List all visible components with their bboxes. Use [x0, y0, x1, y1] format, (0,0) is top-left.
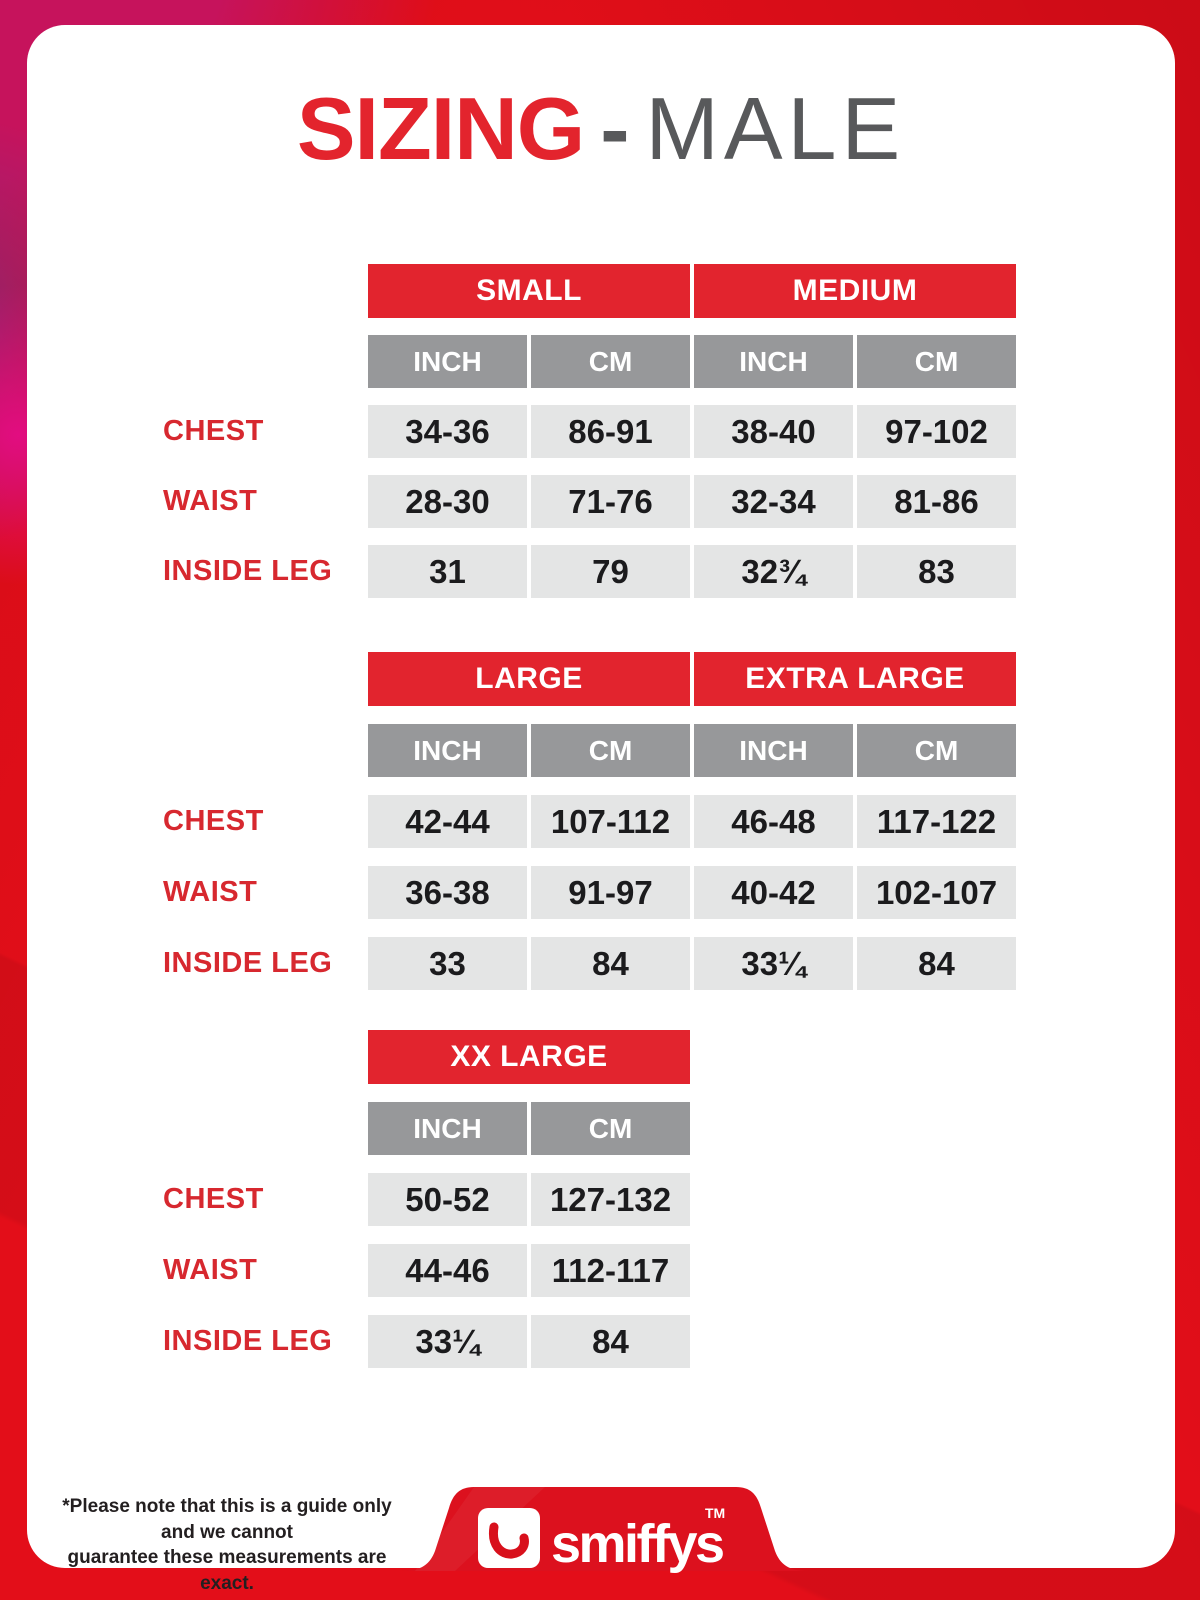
size-table-small-medium: SMALL MEDIUM INCH CM INCH CM CHEST 34-36… — [133, 264, 1016, 598]
cell-value: 84 — [531, 1315, 690, 1368]
row-label-inside-leg: INSIDE LEG — [163, 947, 333, 979]
row-label-chest: CHEST — [163, 805, 264, 837]
row-label-waist: WAIST — [163, 485, 258, 517]
unit-header-inch: INCH — [694, 724, 853, 777]
cell-value: 84 — [857, 937, 1016, 990]
cell-value: 28-30 — [368, 475, 527, 528]
cell-value: 112-117 — [531, 1244, 690, 1297]
row-label-waist: WAIST — [163, 876, 258, 908]
unit-header-inch: INCH — [368, 724, 527, 777]
unit-header-inch: INCH — [368, 335, 527, 388]
unit-header-cm: CM — [857, 335, 1016, 388]
cell-value: 33¼ — [694, 937, 853, 990]
cell-value: 44-46 — [368, 1244, 527, 1297]
cell-value: 117-122 — [857, 795, 1016, 848]
trademark-symbol: TM — [705, 1505, 726, 1521]
cell-value: 36-38 — [368, 866, 527, 919]
cell-value: 33¼ — [368, 1315, 527, 1368]
cell-value: 81-86 — [857, 475, 1016, 528]
cell-value: 46-48 — [694, 795, 853, 848]
row-label-waist: WAIST — [163, 1254, 258, 1286]
cell-value: 107-112 — [531, 795, 690, 848]
footnote-line-1: *Please note that this is a guide only a… — [62, 1496, 392, 1543]
smiffys-wordmark: smiffys — [551, 1514, 725, 1574]
size-table-large-xlarge: LARGE EXTRA LARGE INCH CM INCH CM CHEST … — [133, 652, 1016, 990]
unit-header-cm: CM — [531, 335, 690, 388]
cell-value: 50-52 — [368, 1173, 527, 1226]
cell-value: 32¾ — [694, 545, 853, 598]
size-header-large: LARGE — [368, 652, 690, 706]
cell-value: 31 — [368, 545, 527, 598]
page-title: SIZING - MALE — [27, 78, 1175, 180]
title-secondary: MALE — [645, 79, 906, 178]
cell-value: 34-36 — [368, 405, 527, 458]
unit-header-inch: INCH — [368, 1102, 527, 1155]
cell-value: 32-34 — [694, 475, 853, 528]
cell-value: 33 — [368, 937, 527, 990]
cell-value: 84 — [531, 937, 690, 990]
cell-value: 102-107 — [857, 866, 1016, 919]
row-label-chest: CHEST — [163, 415, 264, 447]
cell-value: 97-102 — [857, 405, 1016, 458]
footnote-line-2: guarantee these measurements are exact. — [67, 1547, 387, 1594]
row-label-inside-leg: INSIDE LEG — [163, 1325, 333, 1357]
cell-value: 42-44 — [368, 795, 527, 848]
cell-value: 40-42 — [694, 866, 853, 919]
cell-value: 71-76 — [531, 475, 690, 528]
size-header-extra-large: EXTRA LARGE — [694, 652, 1016, 706]
cell-value: 127-132 — [531, 1173, 690, 1226]
smiffys-logo-mark — [478, 1508, 540, 1568]
footnote: *Please note that this is a guide only a… — [62, 1494, 392, 1597]
size-table-xxlarge: XX LARGE INCH CM CHEST 50-52 127-132 WAI… — [133, 1030, 690, 1368]
size-header-medium: MEDIUM — [694, 264, 1016, 318]
unit-header-cm: CM — [531, 1102, 690, 1155]
smile-icon — [488, 1522, 529, 1559]
cell-value: 86-91 — [531, 405, 690, 458]
cell-value: 91-97 — [531, 866, 690, 919]
unit-header-cm: CM — [857, 724, 1016, 777]
row-label-chest: CHEST — [163, 1183, 264, 1215]
size-header-small: SMALL — [368, 264, 690, 318]
row-label-inside-leg: INSIDE LEG — [163, 555, 333, 587]
title-separator: - — [600, 79, 630, 178]
unit-header-inch: INCH — [694, 335, 853, 388]
cell-value: 38-40 — [694, 405, 853, 458]
cell-value: 83 — [857, 545, 1016, 598]
unit-header-cm: CM — [531, 724, 690, 777]
size-header-xx-large: XX LARGE — [368, 1030, 690, 1084]
title-primary: SIZING — [296, 79, 585, 178]
cell-value: 79 — [531, 545, 690, 598]
